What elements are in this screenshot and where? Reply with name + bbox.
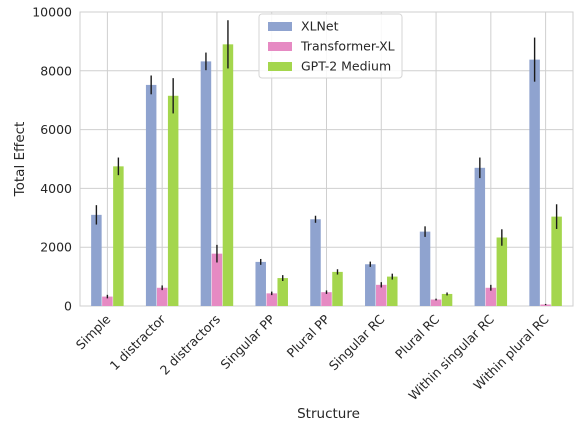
legend-swatch (268, 62, 292, 71)
legend-label: XLNet (301, 19, 339, 34)
y-tick-label: 0 (64, 299, 72, 314)
bar (529, 59, 540, 307)
bar (376, 284, 387, 306)
bar (211, 253, 223, 306)
legend-box (258, 13, 403, 79)
x-tick-label: Singular PP (217, 311, 278, 372)
x-tick-label: Singular RC (326, 311, 388, 373)
legend-label: GPT-2 Medium (301, 59, 391, 74)
bar (102, 296, 113, 306)
bar (474, 167, 486, 306)
bars (91, 20, 562, 307)
y-tick-label: 4000 (40, 181, 72, 196)
x-tick-label: Plural PP (284, 311, 333, 360)
bar (222, 44, 234, 307)
x-tick-label: Plural RC (392, 311, 442, 361)
bar (200, 61, 212, 306)
bar (496, 237, 508, 306)
bar (310, 219, 321, 306)
y-tick-label: 6000 (40, 122, 72, 137)
bar (441, 293, 453, 306)
bar (277, 278, 288, 306)
bar (266, 293, 277, 306)
bar (365, 264, 376, 306)
legend: XLNet Transformer-XL GPT-2 Medium (258, 13, 403, 79)
y-tick-label: 8000 (40, 63, 72, 78)
bar (551, 216, 562, 306)
legend-swatch (268, 22, 292, 31)
bar (485, 287, 497, 306)
x-axis-label: Structure (297, 406, 360, 421)
bar (156, 287, 168, 306)
bar (419, 231, 431, 306)
bar (387, 276, 398, 306)
bar (167, 95, 179, 306)
bar (321, 292, 332, 306)
y-tick-label: 10000 (32, 5, 72, 20)
bar (145, 84, 157, 306)
bar (91, 214, 102, 306)
y-axis-label: Total Effect (12, 122, 28, 198)
bar (540, 304, 551, 306)
legend-label: Transformer-XL (300, 39, 395, 54)
legend-swatch (268, 42, 292, 51)
y-tick-label: 2000 (40, 240, 72, 255)
bar (332, 271, 343, 306)
bar (113, 166, 124, 306)
bar (255, 261, 266, 306)
x-tick-label: Simple (73, 311, 114, 352)
bar (430, 299, 442, 306)
